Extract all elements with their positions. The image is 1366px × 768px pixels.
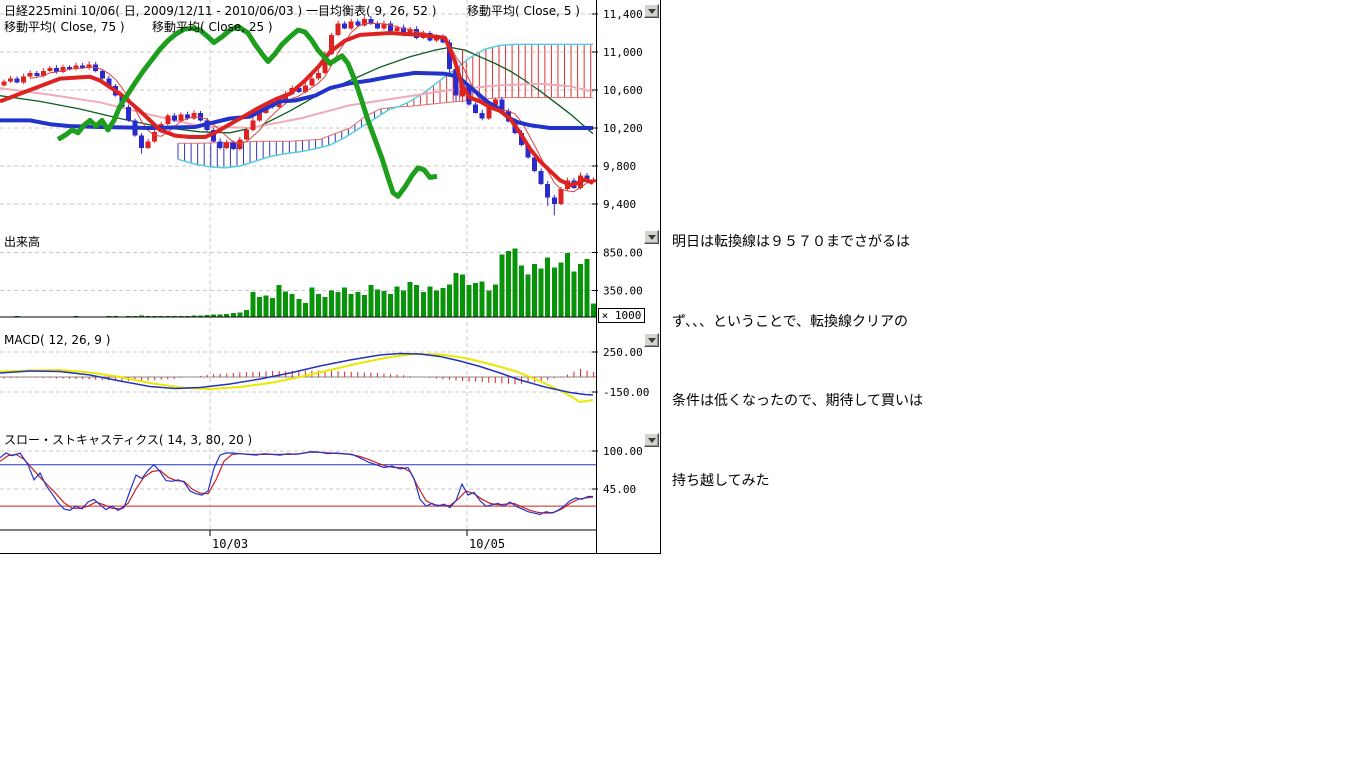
x-axis-date-label: 10/03	[212, 537, 248, 551]
legend-ma75: 移動平均( Close, 75 )	[4, 20, 125, 34]
chevron-down-icon	[647, 437, 656, 443]
tenkan-line	[0, 31, 594, 187]
volume-scale-dropdown-button[interactable]	[644, 230, 659, 244]
macd-panel-label: MACD( 12, 26, 9 )	[4, 333, 111, 347]
chevron-down-icon	[647, 234, 656, 240]
axis-label: 45.00	[603, 483, 636, 496]
macd-panel	[0, 352, 596, 404]
chikou-line	[56, 23, 438, 199]
ichimoku-cloud	[177, 43, 593, 169]
axis-label: 850.00	[603, 246, 643, 259]
annotation-line: ず、、、ということで、転換線クリアの	[672, 313, 909, 330]
price-chart-svg: 11,400 11,000 10,600 10,200 9,800 9,400 850.00…	[0, 0, 661, 554]
axis-label: 350.00	[603, 284, 643, 297]
user-annotation: 明日は転換線は９５７０までさがるは ず、、、ということで、転換線クリアの 条件は…	[672, 176, 924, 547]
volume-bars	[0, 248, 597, 318]
chevron-down-icon	[647, 8, 656, 14]
annotation-line: 持ち越してみた	[672, 472, 770, 489]
annotation-line: 条件は低くなったので、期待して買いは	[672, 393, 924, 409]
stoch-scale-dropdown-button[interactable]	[644, 433, 659, 447]
axis-label: 9,400	[603, 198, 636, 211]
legend-ichimoku: 一目均衡表( 9, 26, 52 )	[306, 4, 437, 18]
axis-label: -150.00	[603, 386, 649, 399]
volume-unit-box: × 1000	[598, 308, 645, 323]
stoch-panel-label: スロー・ストキャスティクス( 14, 3, 80, 20 )	[4, 433, 253, 447]
axis-label: 10,200	[603, 122, 643, 135]
stochastics-panel	[0, 450, 596, 516]
legend-instrument: 日経225mini 10/06( 日, 2009/12/11 - 2010/06…	[4, 4, 303, 18]
annotation-line: 明日は転換線は９５７０までさがるは	[672, 234, 910, 250]
axis-label: 11,000	[603, 46, 643, 59]
volume-panel-label: 出来高	[4, 235, 41, 249]
macd-scale-dropdown-button[interactable]	[644, 333, 659, 347]
axis-label: 10,600	[603, 84, 643, 97]
axis-label: 100.00	[603, 445, 643, 458]
x-axis-date-label: 10/05	[469, 537, 505, 551]
axis-label: 11,400	[603, 8, 643, 21]
chart-frame	[0, 0, 661, 554]
legend-ma25: 移動平均( Close, 25 )	[152, 20, 273, 34]
price-scale-dropdown-button[interactable]	[644, 4, 659, 18]
chevron-down-icon	[647, 337, 656, 343]
legend-ma5: 移動平均( Close, 5 )	[467, 4, 580, 18]
axis-label: 9,800	[603, 160, 636, 173]
axis-label: 250.00	[603, 346, 643, 359]
axis-labels: 11,400 11,000 10,600 10,200 9,800 9,400 850.00…	[209, 8, 649, 551]
